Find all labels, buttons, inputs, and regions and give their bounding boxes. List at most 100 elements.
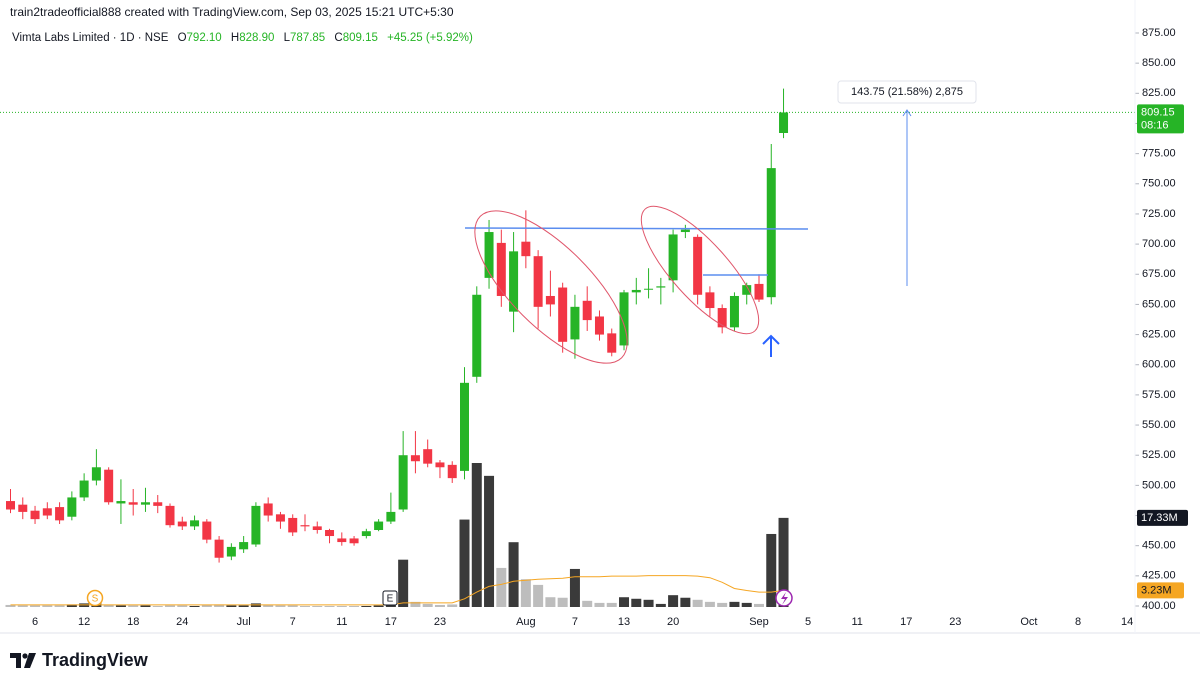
volume-bar — [619, 597, 630, 607]
candle-body — [312, 526, 322, 531]
ohlc-value: 828.90 — [239, 32, 274, 44]
ohlc-label: L — [284, 32, 291, 44]
volume-bar — [17, 605, 28, 607]
volume-bar — [557, 597, 568, 607]
volume-bar — [533, 584, 544, 607]
volume-bar — [30, 605, 41, 607]
ohlc-value: 787.85 — [290, 32, 325, 44]
y-tick-label: 825.00 — [1142, 87, 1176, 99]
candle-body — [325, 530, 335, 537]
candle-body — [190, 520, 200, 527]
candle-body — [349, 538, 359, 544]
volume-bar — [496, 567, 507, 607]
candle-body — [361, 531, 371, 537]
candle-body — [337, 538, 347, 543]
candle-body — [423, 449, 433, 464]
volume-bar — [54, 605, 65, 607]
logo-mark — [22, 653, 28, 659]
y-tick-label: 600.00 — [1142, 359, 1176, 371]
volume-bar — [692, 599, 703, 607]
x-tick-label: 24 — [176, 616, 188, 628]
volume-bar — [398, 559, 409, 607]
candle-body — [288, 517, 298, 533]
y-tick-label: 725.00 — [1142, 208, 1176, 220]
volume-bar — [778, 517, 789, 607]
candle-body — [570, 306, 580, 340]
measure-box — [837, 80, 977, 104]
candle-body — [30, 510, 40, 520]
volume-bar — [115, 605, 126, 607]
volume-bar — [5, 604, 16, 607]
volume-bar — [520, 579, 531, 607]
volume-bar — [165, 605, 176, 607]
volume-bar — [140, 605, 151, 607]
y-tick-label: 775.00 — [1142, 148, 1176, 160]
event-split — [86, 589, 104, 607]
y-tick-label: 500.00 — [1142, 479, 1176, 491]
volume-bar — [422, 603, 433, 607]
x-tick-label: 12 — [78, 616, 90, 628]
candle-body — [6, 501, 15, 510]
candle-body — [742, 285, 752, 295]
candle-body — [91, 467, 101, 481]
x-tick-label: 13 — [618, 616, 630, 628]
brand: TradingView — [42, 650, 149, 670]
y-tick-label: 675.00 — [1142, 268, 1176, 280]
volume-bar — [287, 605, 298, 607]
candle-body — [275, 514, 285, 522]
plot: 400.00425.00450.00475.00500.00525.00550.… — [0, 27, 1188, 628]
candle-body — [607, 333, 617, 353]
candle-body — [582, 300, 592, 321]
candle-body — [447, 464, 457, 479]
candle-body — [116, 501, 126, 504]
y-tick-label: 850.00 — [1142, 57, 1176, 69]
volume-bar — [189, 605, 200, 607]
x-tick-label: 20 — [667, 616, 679, 628]
x-tick-label: 17 — [900, 616, 912, 628]
change: +45.25 (+5.92%) — [387, 32, 473, 44]
event-label: S — [92, 594, 99, 605]
symbol: Vimta Labs Limited · 1D · NSE — [12, 32, 169, 44]
volume-bar — [434, 604, 445, 607]
candle-body — [263, 503, 273, 516]
candle-body — [140, 502, 150, 505]
volume-bar — [643, 599, 654, 607]
candle-body — [165, 505, 175, 526]
x-tick-label: 7 — [572, 616, 578, 628]
measure-arrow — [902, 109, 912, 286]
x-tick-label: Sep — [749, 616, 769, 628]
volume-bar — [582, 600, 593, 607]
volume-bar — [471, 463, 482, 607]
candle-body — [177, 521, 187, 527]
y-tick-label: 575.00 — [1142, 389, 1176, 401]
pattern-ellipse — [474, 210, 628, 364]
candle-body — [558, 287, 568, 342]
volume-bar — [753, 603, 764, 607]
volume-label: 17.33M — [1141, 512, 1178, 524]
ohlc-label: O — [178, 32, 187, 44]
y-tick-label: 750.00 — [1142, 178, 1176, 190]
candle-body — [631, 289, 641, 293]
logo-mark — [10, 653, 21, 668]
candle-body — [410, 455, 420, 462]
candle-body — [67, 497, 77, 517]
event-label: E — [387, 594, 394, 605]
candle-body — [18, 504, 28, 512]
x-tick-label: 23 — [949, 616, 961, 628]
logo: TradingView — [10, 650, 149, 670]
attribution: train2tradeofficial888 created with Trad… — [10, 5, 454, 19]
ohlc-label: H — [231, 32, 239, 44]
candle-body — [545, 295, 555, 305]
candle-body — [202, 521, 212, 540]
volume-bar — [410, 601, 421, 607]
candle-body — [435, 462, 445, 468]
volume-bar — [680, 597, 691, 607]
y-tick-label: 450.00 — [1142, 540, 1176, 552]
candle-body — [42, 508, 52, 516]
volume-bar — [655, 603, 666, 607]
volume-bar — [177, 605, 188, 607]
x-tick-label: 17 — [385, 616, 397, 628]
candle-body — [693, 236, 703, 295]
volume-bar — [631, 598, 642, 607]
